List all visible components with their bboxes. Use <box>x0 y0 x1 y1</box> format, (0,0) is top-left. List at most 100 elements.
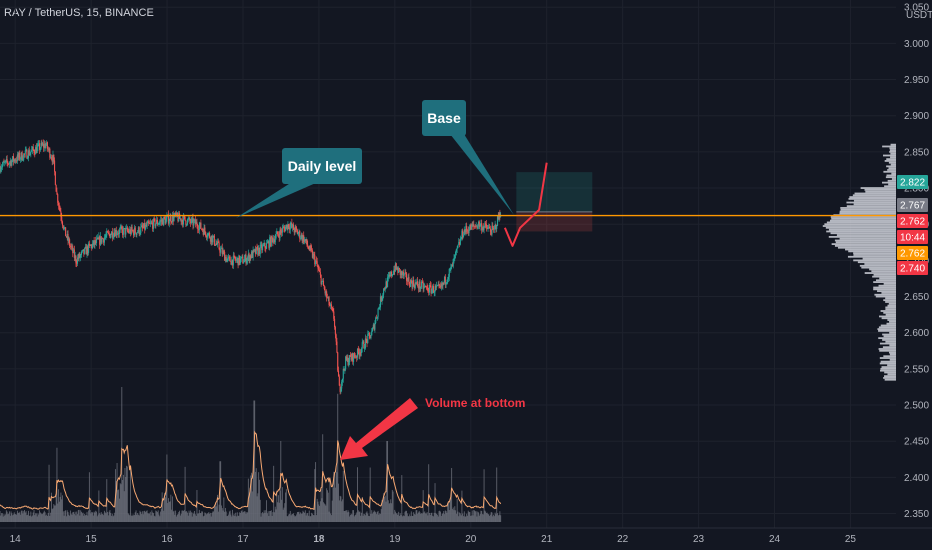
candle-body <box>417 286 419 289</box>
candle-body <box>18 152 20 158</box>
candle-body <box>190 218 192 224</box>
candle-body <box>364 348 366 350</box>
projection-path[interactable] <box>503 162 548 247</box>
volume-profile-bar <box>857 261 896 264</box>
volume-profile-bar <box>890 163 896 166</box>
candle-body <box>326 291 328 298</box>
candle-body <box>171 214 173 223</box>
candle-body <box>293 229 295 233</box>
volume-profile-bar <box>887 319 896 321</box>
candle-body <box>236 258 238 260</box>
callout-base[interactable]: Base <box>422 100 514 215</box>
candle-body <box>0 168 2 172</box>
volume-profile-bar <box>889 320 896 323</box>
candle-body <box>284 228 286 232</box>
candle-body <box>47 148 49 150</box>
volume-profile-bar <box>826 221 896 224</box>
candle-body <box>27 150 30 159</box>
candle-body <box>215 243 217 246</box>
candle-body <box>429 285 431 286</box>
volume-profile-bar <box>884 378 896 381</box>
candle-body <box>69 245 71 247</box>
candle-body <box>126 227 128 229</box>
candle-body <box>368 332 370 334</box>
candle-body <box>14 159 16 162</box>
time-axis[interactable]: 14 15 16 17 18 19 20 21 22 23 24 25 <box>0 527 932 545</box>
candle-body <box>320 274 322 285</box>
candle-body <box>304 239 306 242</box>
candle-body <box>2 161 4 165</box>
candle-body <box>410 280 412 283</box>
candle-body <box>126 227 128 231</box>
volume-note-text: Volume at bottom <box>425 396 525 410</box>
candle-body <box>356 348 359 358</box>
candle-body <box>345 356 347 361</box>
candle-body <box>460 238 462 240</box>
volume-profile-bar <box>879 277 896 280</box>
candle-body <box>391 274 393 277</box>
volume-profile-bar <box>830 232 896 235</box>
candle-body <box>291 223 293 228</box>
candle-body <box>127 230 129 232</box>
volume-profile-bar <box>873 286 896 289</box>
volume-profile-bar <box>877 328 896 330</box>
candle-body <box>209 237 211 242</box>
volume-profile-bar <box>864 263 896 265</box>
volume-profile-bar <box>836 234 896 236</box>
candle-body <box>351 353 353 360</box>
candle-body <box>450 266 452 269</box>
candle-body <box>449 268 451 270</box>
long-position-tool[interactable] <box>516 172 593 232</box>
candle-body <box>156 219 158 225</box>
candle-body <box>36 146 38 153</box>
candle-body <box>403 273 405 276</box>
callout-daily-level[interactable]: Daily level <box>236 148 362 218</box>
candle-body <box>379 307 381 309</box>
candle-body <box>427 287 429 292</box>
candle-body <box>228 256 230 258</box>
candle-body <box>229 256 231 262</box>
candle-body <box>432 286 434 290</box>
candle-body <box>17 154 19 158</box>
candle-body <box>451 264 453 267</box>
candle-body <box>91 244 93 249</box>
candle-body <box>358 351 360 356</box>
candle-body <box>73 249 75 253</box>
candle-body <box>257 247 259 255</box>
candle-body <box>57 202 60 206</box>
candle-body <box>186 224 188 226</box>
candle-body <box>172 214 174 221</box>
candle-body <box>117 233 119 235</box>
time-tick-label: 21 <box>541 534 553 545</box>
candle-body <box>360 352 362 354</box>
candle-body <box>160 220 162 222</box>
volume-profile-bar <box>886 158 896 161</box>
candle-body <box>124 228 126 235</box>
candle-body <box>149 222 151 224</box>
volume-profile-bar <box>890 152 896 155</box>
candle-body <box>274 238 276 243</box>
candle-body <box>393 269 395 275</box>
volume-note[interactable]: Volume at bottom <box>340 396 525 460</box>
candle-body <box>329 304 331 306</box>
volume-profile-bar <box>837 246 896 249</box>
candle-body <box>83 249 85 254</box>
candle-body <box>134 227 136 233</box>
candle-body <box>65 236 67 238</box>
candle-body <box>145 224 147 227</box>
candle-body <box>315 260 317 262</box>
candle-body <box>275 233 277 239</box>
price-tick-label: 2.350 <box>904 509 929 520</box>
position-profit-zone <box>516 172 593 212</box>
candle-body <box>455 248 457 252</box>
candle-body <box>371 328 374 332</box>
candle-body <box>201 228 203 230</box>
volume-profile-bar <box>879 349 896 352</box>
candle-body <box>435 286 437 288</box>
candle-body <box>314 255 316 265</box>
candle-body <box>477 221 480 226</box>
volume-profile-bar <box>853 259 896 262</box>
volume-profile-bar <box>886 165 896 168</box>
candle-body <box>300 238 302 239</box>
